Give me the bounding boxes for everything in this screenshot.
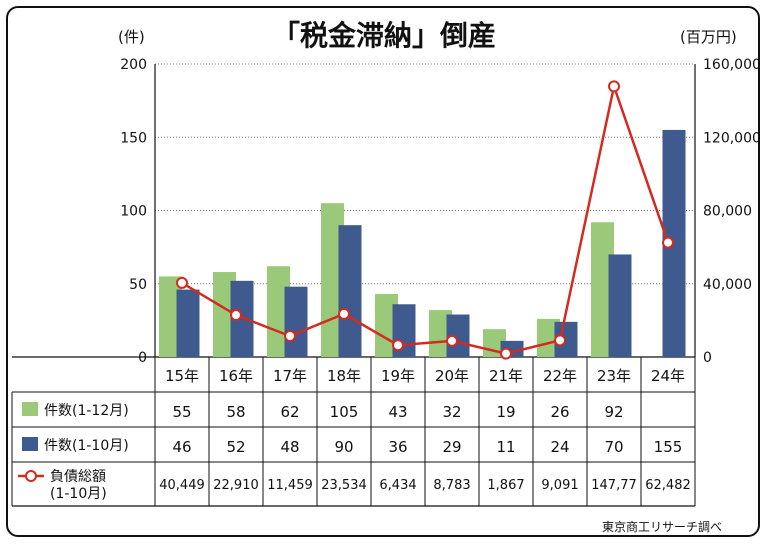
table-value-series2: 46: [172, 438, 191, 456]
right-tick-label: 80,000: [703, 204, 752, 220]
table-value-series3: 62,482: [645, 478, 691, 493]
legend-marker-series3: [25, 470, 37, 482]
legend-swatch-series2: [22, 437, 38, 451]
x-tick-label: 22年: [543, 367, 577, 385]
table-value-series3: 23,534: [321, 478, 367, 493]
bar-series1: [213, 272, 236, 357]
table-value-series3: 22,910: [213, 478, 259, 493]
table-value-series2: 36: [388, 438, 407, 456]
source-note: 東京商工リサーチ調べ: [601, 520, 722, 534]
table-value-series1: 43: [388, 403, 407, 421]
line-point: [230, 309, 242, 322]
bar-series1: [429, 310, 452, 357]
table-value-series3: 1,867: [487, 478, 524, 493]
table-value-series3: 9,091: [541, 478, 578, 493]
line-series3: [181, 81, 670, 355]
right-tick-label: 40,000: [703, 277, 752, 293]
left-axis-unit: (件): [118, 28, 145, 46]
x-tick-label: 15年: [165, 367, 199, 385]
line-point: [608, 80, 620, 93]
bar-series2: [554, 321, 578, 357]
line-point: [500, 347, 512, 360]
line-point: [338, 307, 350, 320]
table-value-series1: 92: [604, 403, 623, 421]
x-tick-label: 24年: [651, 367, 685, 385]
x-tick-label: 17年: [273, 367, 307, 385]
chart-frame: [6, 6, 760, 537]
table-value-series1: 105: [330, 403, 359, 421]
right-tick-label: 120,000: [703, 130, 761, 146]
line-point: [392, 339, 404, 352]
table-value-series2: 90: [334, 438, 353, 456]
bar-series2: [608, 254, 632, 357]
table-value-series3: 11,459: [267, 478, 313, 493]
table-value-series1: 26: [550, 403, 569, 421]
x-tick-label: 16年: [219, 367, 253, 385]
legend-label-series1: 件数(1-12月): [44, 403, 129, 419]
table-value-series2: 24: [550, 438, 569, 456]
table-value-series2: 155: [654, 438, 683, 456]
table-value-series1: 19: [496, 403, 515, 421]
line-point: [284, 330, 296, 343]
left-tick-label: 50: [129, 277, 147, 293]
table-value-series1: 32: [442, 403, 461, 421]
left-tick-label: 150: [120, 130, 147, 146]
legend-label-series2: 件数(1-10月): [44, 438, 129, 454]
bar-series2: [284, 286, 308, 357]
table-value-series1: 62: [280, 403, 299, 421]
table-value-series2: 11: [496, 438, 515, 456]
left-tick-label: 200: [120, 57, 147, 73]
legend-swatch-series1: [22, 402, 38, 416]
bar-series1: [591, 222, 614, 357]
line-point: [446, 334, 458, 347]
left-tick-label: 0: [138, 350, 147, 366]
right-tick-label: 160,000: [703, 57, 761, 73]
x-tick-label: 18年: [327, 367, 361, 385]
bar-series1: [537, 318, 560, 357]
table-value-series1: 55: [172, 403, 191, 421]
right-tick-label: 0: [703, 350, 712, 366]
line-point: [662, 236, 674, 249]
table-value-series2: 48: [280, 438, 299, 456]
table-value-series3: 40,449: [159, 478, 205, 493]
chart-title: 「税金滞納」倒産: [271, 19, 496, 52]
x-tick-label: 23年: [597, 367, 631, 385]
table-value-series3: 147,77: [591, 478, 637, 493]
table-value-series2: 52: [226, 438, 245, 456]
right-axis-unit: (百万円): [680, 28, 737, 46]
table-value-series1: 58: [226, 403, 245, 421]
table-value-series2: 29: [442, 438, 461, 456]
bar-series2: [662, 129, 686, 357]
bar-series2: [338, 225, 362, 357]
legend-label-series3: 負債総額: [50, 469, 106, 485]
x-tick-label: 19年: [381, 367, 415, 385]
x-tick-label: 21年: [489, 367, 523, 385]
table-value-series2: 70: [604, 438, 623, 456]
x-tick-label: 20年: [435, 367, 469, 385]
table-value-series3: 8,783: [433, 478, 470, 493]
line-point: [176, 276, 188, 289]
bar-series1: [321, 203, 344, 357]
bar-series2: [176, 289, 200, 357]
bar-series2: [230, 280, 254, 357]
bar-series1: [159, 276, 182, 357]
left-tick-label: 100: [120, 204, 147, 220]
legend-sublabel-series3: (1-10月): [50, 486, 107, 502]
line-point: [554, 334, 566, 347]
table-value-series3: 6,434: [379, 478, 416, 493]
